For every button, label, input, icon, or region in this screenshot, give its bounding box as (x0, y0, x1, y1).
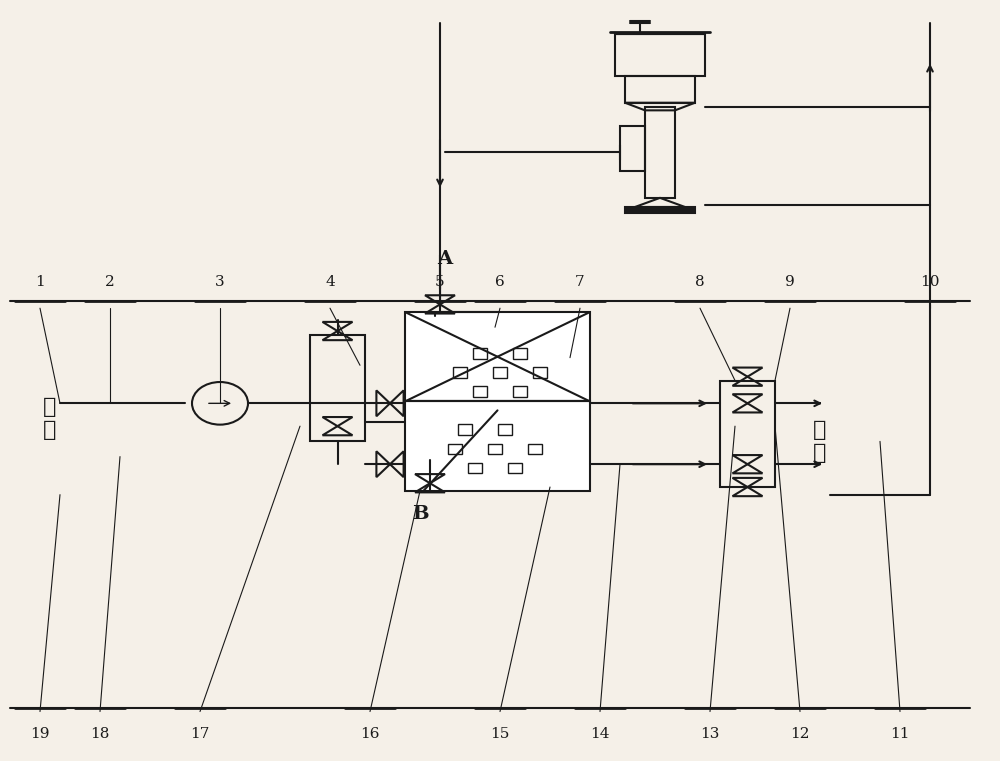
Bar (625, 76, 695, 103)
Bar (533, 368, 547, 378)
Text: 11: 11 (890, 727, 910, 740)
Text: 9: 9 (785, 275, 795, 289)
Bar (493, 368, 507, 378)
Bar (458, 425, 472, 435)
Bar (528, 444, 542, 454)
Text: A: A (437, 250, 453, 268)
Bar (405, 312, 590, 402)
Text: 5: 5 (435, 275, 445, 289)
Bar (645, 107, 675, 198)
Bar (473, 387, 487, 397)
Text: 17: 17 (190, 727, 210, 740)
Bar (625, 207, 695, 213)
Text: 2: 2 (105, 275, 115, 289)
Bar (468, 463, 482, 473)
Bar (405, 402, 590, 491)
Text: 8: 8 (695, 275, 705, 289)
Text: 6: 6 (495, 275, 505, 289)
Bar (448, 444, 462, 454)
Bar (310, 335, 365, 441)
Text: 14: 14 (590, 727, 610, 740)
Bar (513, 387, 527, 397)
Text: 19: 19 (30, 727, 50, 740)
Text: 16: 16 (360, 727, 380, 740)
Text: 4: 4 (325, 275, 335, 289)
Text: 10: 10 (920, 275, 940, 289)
Text: 15: 15 (490, 727, 510, 740)
Text: 18: 18 (90, 727, 110, 740)
Bar (513, 349, 527, 359)
Bar (720, 380, 775, 487)
Text: 3: 3 (215, 275, 225, 289)
Text: 13: 13 (700, 727, 720, 740)
Bar (615, 34, 705, 76)
Bar (508, 463, 522, 473)
Bar (473, 349, 487, 359)
Text: 出
水: 出 水 (813, 420, 827, 463)
Bar (488, 444, 502, 454)
Text: 进
水: 进 水 (43, 397, 57, 440)
Text: B: B (412, 505, 428, 523)
Bar (620, 126, 645, 171)
Bar (453, 368, 467, 378)
Text: 7: 7 (575, 275, 585, 289)
Bar (498, 425, 512, 435)
Text: 1: 1 (35, 275, 45, 289)
Text: 12: 12 (790, 727, 810, 740)
